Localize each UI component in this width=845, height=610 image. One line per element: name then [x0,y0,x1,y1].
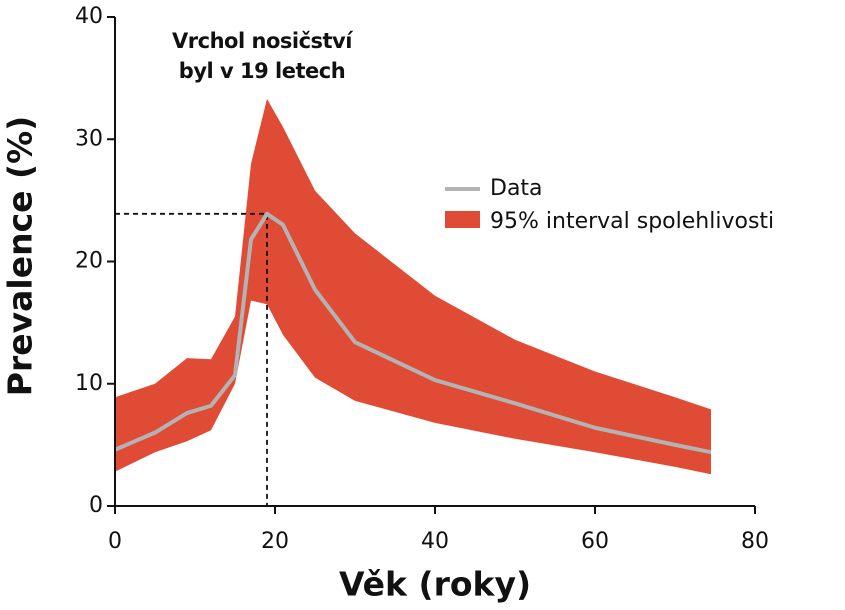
legend-swatch [445,211,480,228]
y-tick-label: 20 [75,249,103,274]
y-tick-label: 0 [89,493,103,518]
legend-label: 95% interval spolehlivosti [490,209,774,234]
legend-label: Data [490,176,543,201]
x-tick-label: 80 [741,529,769,554]
x-tick-label: 40 [421,529,449,554]
y-tick-label: 30 [75,126,103,151]
y-axis-title: Prevalence (%) [1,116,40,396]
annotation: byl v 19 letech [179,59,345,83]
x-tick-label: 20 [261,529,289,554]
x-axis-title: Věk (roky) [339,565,531,604]
x-tick-label: 60 [581,529,609,554]
data-line [114,211,712,455]
y-tick-label: 10 [75,371,103,396]
x-tick-label: 0 [108,529,122,554]
y-tick-label: 40 [75,4,103,29]
annotation: Vrchol nosičství [172,29,354,53]
peak-guide [115,212,268,506]
confidence-band [115,98,711,475]
